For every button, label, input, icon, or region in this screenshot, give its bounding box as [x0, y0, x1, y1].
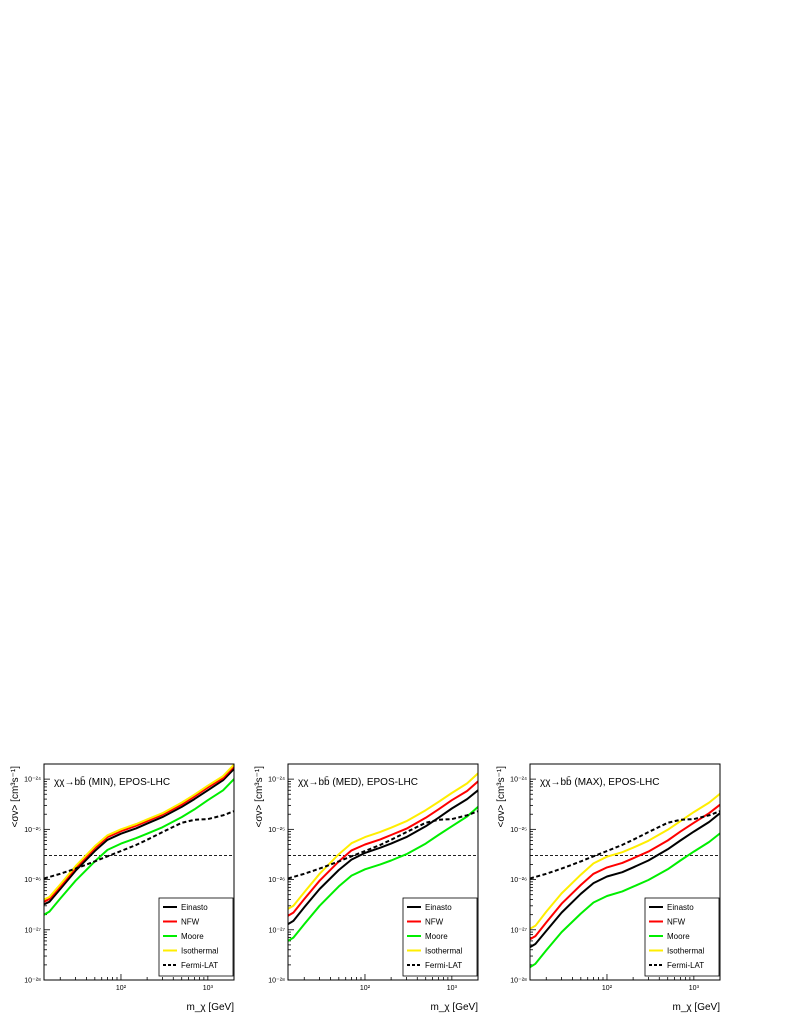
legend-label-einasto: Einasto	[667, 903, 694, 912]
series-line-einasto	[530, 812, 720, 949]
chart-panel-1: 10² 10³ 10⁻²⁸ 10⁻²⁷ 10⁻²⁶ 10⁻²⁵ 10⁻²⁴ χχ→bb̄ (M…	[10, 763, 235, 1013]
series-line-isothermal	[288, 772, 478, 910]
chart-title: χχ→bb̄ (MAX), EPOS-LHC	[540, 775, 659, 788]
series-group	[44, 764, 234, 916]
legend-label-nfw: NFW	[425, 918, 444, 927]
legend: Einasto NFW Moore Isothermal Fermi-LAT	[158, 897, 234, 977]
legend-label-fermi-lat: Fermi-LAT	[667, 961, 704, 970]
y-tick-label: 10⁻²⁸	[268, 978, 285, 985]
legend: Einasto NFW Moore Isothermal Fermi-LAT	[644, 897, 720, 977]
series-line-fermi-lat	[530, 810, 720, 880]
series-line-fermi-lat	[288, 810, 478, 880]
x-tick-label: 10³	[203, 985, 214, 992]
legend: Einasto NFW Moore Isothermal Fermi-LAT	[402, 897, 478, 977]
y-tick-label: 10⁻²⁴	[510, 777, 527, 784]
y-axis-title: <σv> [cm³s⁻¹]	[10, 766, 21, 828]
chart-panel-2: 10² 10³ 10⁻²⁸ 10⁻²⁷ 10⁻²⁶ 10⁻²⁵ 10⁻²⁴ χχ→bb̄ (M…	[254, 763, 479, 1013]
series-line-nfw	[44, 765, 234, 903]
series-group	[530, 793, 720, 969]
legend-label-nfw: NFW	[667, 918, 686, 927]
chart-panel-3: 10² 10³ 10⁻²⁸ 10⁻²⁷ 10⁻²⁶ 10⁻²⁵ 10⁻²⁴ χχ→bb̄ (M…	[496, 763, 721, 1013]
y-tick-label: 10⁻²⁸	[510, 978, 527, 985]
series-line-isothermal	[44, 764, 234, 901]
series-line-fermi-lat	[44, 810, 234, 880]
series-line-einasto	[44, 768, 234, 906]
x-tick-label: 10³	[447, 985, 458, 992]
series-line-nfw	[288, 780, 478, 917]
series-line-moore	[288, 806, 478, 942]
x-axis-title: m_χ [GeV]	[673, 1002, 721, 1013]
legend-label-einasto: Einasto	[425, 903, 452, 912]
y-tick-label: 10⁻²⁶	[510, 877, 527, 884]
y-tick-label: 10⁻²⁵	[24, 827, 41, 834]
legend-label-isothermal: Isothermal	[425, 947, 463, 956]
legend-label-isothermal: Isothermal	[181, 947, 219, 956]
y-tick-label: 10⁻²⁴	[24, 777, 41, 784]
series-line-moore	[44, 778, 234, 916]
legend-label-isothermal: Isothermal	[667, 947, 705, 956]
y-tick-label: 10⁻²⁵	[268, 827, 285, 834]
plot-frame	[529, 763, 721, 981]
plot-frame	[43, 763, 235, 981]
legend-label-einasto: Einasto	[181, 903, 208, 912]
legend-label-moore: Moore	[181, 932, 204, 941]
y-tick-label: 10⁻²⁴	[268, 777, 285, 784]
series-line-nfw	[530, 803, 720, 941]
chart-title: χχ→bb̄ (MED), EPOS-LHC	[298, 775, 418, 788]
x-tick-label: 10²	[602, 985, 613, 992]
y-axis-title: <σv> [cm³s⁻¹]	[496, 766, 507, 828]
series-line-einasto	[288, 789, 478, 925]
series-group	[288, 772, 478, 942]
legend-label-moore: Moore	[667, 932, 690, 941]
series-line-moore	[530, 832, 720, 969]
y-tick-label: 10⁻²⁶	[268, 877, 285, 884]
y-tick-label: 10⁻²⁶	[24, 877, 41, 884]
y-tick-label: 10⁻²⁵	[510, 827, 527, 834]
legend-label-moore: Moore	[425, 932, 448, 941]
x-tick-label: 10²	[360, 985, 371, 992]
plot-frame	[287, 763, 479, 981]
legend-label-fermi-lat: Fermi-LAT	[181, 961, 218, 970]
y-tick-label: 10⁻²⁷	[25, 927, 42, 934]
legend-label-fermi-lat: Fermi-LAT	[425, 961, 462, 970]
chart-title: χχ→bb̄ (MIN), EPOS-LHC	[54, 775, 170, 788]
x-tick-label: 10²	[116, 985, 127, 992]
x-axis-title: m_χ [GeV]	[187, 1002, 235, 1013]
x-tick-label: 10³	[689, 985, 700, 992]
legend-label-nfw: NFW	[181, 918, 200, 927]
y-tick-label: 10⁻²⁷	[269, 927, 286, 934]
series-line-isothermal	[530, 793, 720, 930]
y-axis-title: <σv> [cm³s⁻¹]	[254, 766, 265, 828]
y-tick-label: 10⁻²⁸	[24, 978, 41, 985]
x-axis-title: m_χ [GeV]	[431, 1002, 479, 1013]
y-tick-label: 10⁻²⁷	[511, 927, 528, 934]
